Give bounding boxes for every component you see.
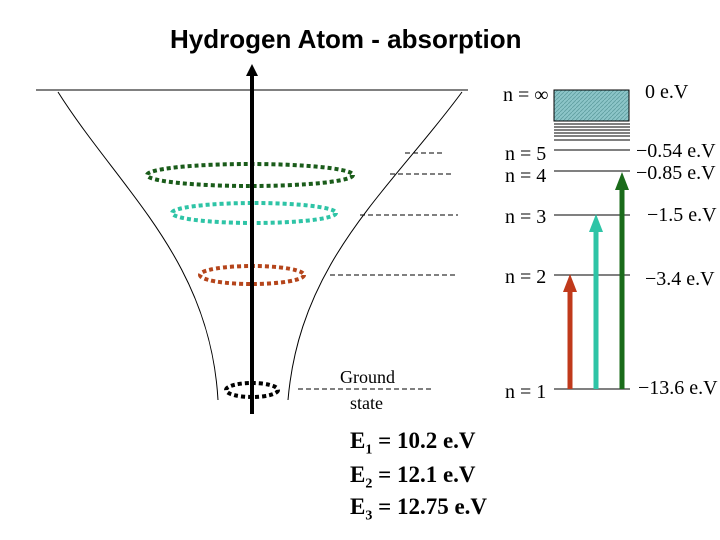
energy-value-n3: −1.5 e.V (647, 204, 717, 226)
transition-arrow-e2 (589, 214, 603, 389)
level-label-n5: n = 5 (505, 143, 546, 165)
level-label-n2: n = 2 (505, 266, 546, 288)
continuum-box (553, 89, 630, 122)
transition-arrow-e3 (615, 172, 629, 389)
potential-well-right (287, 91, 463, 401)
energy-value-n2: −3.4 e.V (645, 268, 715, 290)
orbit-n1 (224, 381, 280, 399)
ground-label-line1: Ground (340, 367, 395, 387)
level-label-n3: n = 3 (505, 206, 546, 228)
high-n-levels (554, 123, 630, 141)
diagram-title: Hydrogen Atom - absorption (170, 24, 522, 54)
transition-arrow-e1 (563, 274, 577, 389)
level-label-ninf: n = ∞ (503, 84, 549, 106)
energy-e2: E2 = 12.1 e.V (350, 462, 476, 492)
orbit-n4 (145, 162, 355, 188)
energy-e3: E3 = 12.75 e.V (350, 494, 488, 524)
energy-value-n5: −0.54 e.V (636, 140, 716, 162)
level-label-n4: n = 4 (505, 165, 546, 187)
ground-label-line2: state (350, 393, 383, 413)
energy-axis-arrowhead (246, 64, 258, 76)
orbit-n3 (170, 201, 338, 225)
level-label-n1: n = 1 (505, 381, 546, 403)
potential-well-left (57, 91, 219, 401)
energy-value-n1: −13.6 e.V (638, 377, 718, 399)
energy-value-n4: −0.85 e.V (636, 162, 716, 184)
energy-e1: E1 = 10.2 e.V (350, 428, 476, 458)
energy-value-ninf: 0 e.V (645, 81, 689, 103)
